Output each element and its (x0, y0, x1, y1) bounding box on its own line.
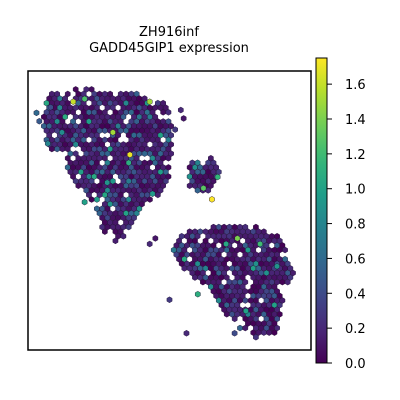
tissue-spot (161, 109, 166, 115)
tissue-spot (261, 330, 266, 336)
tissue-spot (89, 197, 94, 203)
tissue-spot (73, 141, 78, 147)
tissue-spot (60, 146, 65, 152)
tissue-spot (195, 187, 200, 193)
tissue-spot (206, 187, 211, 193)
tissue-spot (282, 247, 287, 253)
tissue-spot (285, 279, 290, 285)
high-expression-spot (147, 99, 152, 105)
tissue-spot (49, 146, 54, 152)
colorbar-tick-label: 0.2 (345, 322, 366, 337)
tissue-spot (76, 183, 81, 189)
high-expression-spot (224, 241, 229, 247)
high-expression-spot (127, 152, 132, 158)
tissue-spot (232, 316, 237, 322)
tissue-spot (200, 279, 205, 285)
tissue-spot (126, 224, 131, 230)
tissue-spot (243, 325, 248, 331)
tissue-spot (142, 151, 147, 157)
tissue-spot (187, 183, 192, 189)
colorbar-tick-label: 1.0 (345, 183, 366, 198)
tissue-spot (267, 330, 272, 336)
colorbar-tick-label: 1.6 (345, 78, 366, 93)
tissue-spot (166, 155, 171, 161)
high-expression-spot (71, 99, 76, 105)
tissue-spot (224, 311, 229, 317)
tissue-spot (121, 233, 126, 239)
colorbar-tick-label: 0.4 (345, 287, 366, 302)
tissue-spot (280, 279, 285, 285)
isolated-spot (181, 115, 186, 121)
chart-title: ZH916inf (139, 25, 199, 40)
isolated-spot (153, 235, 158, 241)
tissue-spot (102, 229, 107, 235)
colorbar-ticks: 0.0 0.2 0.4 0.6 0.8 1.0 1.2 1.4 1.6 (327, 78, 366, 372)
high-expression-spot (201, 185, 206, 191)
tissue-spot (253, 334, 258, 340)
high-expression-spot (257, 241, 262, 247)
isolated-spot (147, 241, 152, 247)
isolated-spot (48, 104, 53, 110)
colorbar-tick-label: 1.4 (345, 113, 366, 128)
high-expression-spot (215, 174, 220, 180)
isolated-spot (184, 330, 189, 336)
isolated-spot (232, 330, 237, 336)
tissue-spot (55, 146, 60, 152)
tissue-spot (182, 265, 187, 271)
colorbar (316, 58, 327, 363)
colorbar-tick-label: 0.8 (345, 218, 366, 233)
tissue-spot (147, 197, 152, 203)
high-expression-spot (110, 129, 115, 135)
high-expression-spot (235, 235, 240, 241)
tissue-spot (272, 330, 277, 336)
tissue-spot (243, 298, 248, 304)
colorbar-tick-label: 0.6 (345, 252, 366, 267)
high-expression-spot (150, 191, 155, 197)
high-expression-spot (105, 180, 110, 186)
high-expression-spot (82, 96, 87, 102)
colorbar-tick-label: 0.0 (345, 357, 366, 372)
spot-layer (34, 86, 296, 340)
high-expression-spot (209, 196, 214, 202)
isolated-spot (34, 110, 39, 116)
tissue-spot (94, 197, 99, 203)
high-expression-spot (195, 291, 200, 297)
tissue-spot (166, 109, 171, 115)
high-expression-spot (243, 308, 248, 314)
isolated-spot (167, 297, 172, 303)
tissue-spot (102, 128, 107, 134)
tissue-spot (113, 238, 118, 244)
isolated-spot (37, 118, 42, 124)
high-expression-spot (59, 129, 64, 135)
high-expression-spot (82, 199, 87, 205)
tissue-spot (192, 275, 197, 281)
isolated-spot (45, 141, 50, 147)
tissue-spot (155, 192, 160, 198)
colorbar-tick-label: 1.2 (345, 148, 366, 163)
isolated-spot (178, 107, 183, 113)
tissue-spot (237, 325, 242, 331)
high-expression-spot (274, 263, 279, 269)
chart-subtitle: GADD45GIP1 expression (89, 41, 249, 56)
isolated-spot (173, 127, 178, 133)
